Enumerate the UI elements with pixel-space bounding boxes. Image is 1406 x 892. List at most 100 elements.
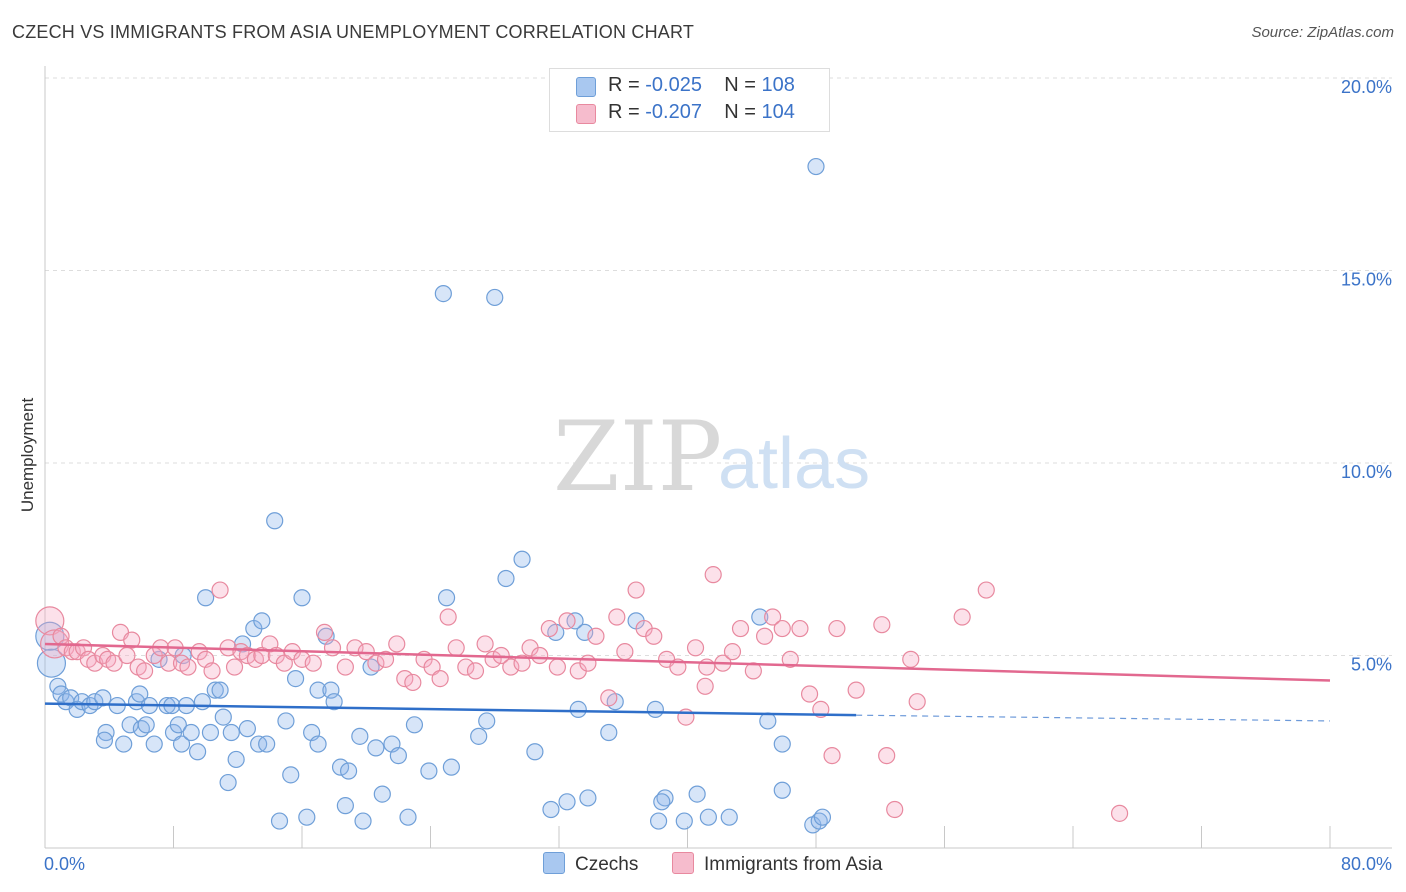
czech-point xyxy=(351,727,369,745)
czech-point xyxy=(807,157,825,176)
czech-point xyxy=(172,735,191,753)
czech-point xyxy=(542,800,560,819)
czech-point xyxy=(336,797,354,815)
czech-point xyxy=(354,812,372,830)
czech-point xyxy=(497,569,515,588)
asia-point xyxy=(886,800,904,819)
bottom-legend-swatch-asia xyxy=(672,852,694,874)
czech-point xyxy=(95,731,114,749)
asia-trend-line xyxy=(44,642,1331,682)
czech-point xyxy=(653,793,671,811)
czech-point xyxy=(282,766,300,784)
asia-point xyxy=(388,635,406,653)
czech-point xyxy=(214,708,232,726)
bottom-legend-swatch-czechs xyxy=(543,852,565,874)
czech-point xyxy=(331,758,350,776)
czech-point xyxy=(373,785,391,803)
czech-point xyxy=(270,812,289,830)
asia-point xyxy=(466,662,485,680)
asia-point xyxy=(823,746,841,765)
asia-point xyxy=(773,619,791,638)
czech-trend-line xyxy=(44,702,857,717)
bottom-legend-label: Immigrants from Asia xyxy=(704,854,883,875)
czech-point xyxy=(73,693,91,711)
asia-point xyxy=(476,635,494,653)
czech-point xyxy=(576,623,594,642)
asia-point xyxy=(304,654,322,672)
czech-point xyxy=(773,781,791,799)
y-tick-label: 15.0% xyxy=(1341,270,1392,290)
czech-point xyxy=(675,812,693,830)
y-tick-label: 20.0% xyxy=(1341,77,1392,97)
trend-lines xyxy=(44,642,1331,722)
czech-point xyxy=(773,735,791,753)
czech-point xyxy=(367,739,385,757)
asia-point xyxy=(447,639,465,657)
czech-point xyxy=(258,735,276,753)
czech-point xyxy=(646,700,664,719)
czech-point xyxy=(569,700,587,719)
asia-point xyxy=(531,646,549,665)
czech-point xyxy=(238,720,256,738)
czech-point xyxy=(720,808,738,826)
czech-point xyxy=(137,716,155,734)
watermark: ZIP atlas xyxy=(553,401,870,513)
czech-point xyxy=(478,712,496,730)
asia-point xyxy=(376,650,395,668)
y-tick-label: 10.0% xyxy=(1341,462,1392,482)
czech-point xyxy=(286,669,305,688)
asia-point xyxy=(755,627,774,645)
czech-point xyxy=(434,285,452,303)
asia-point xyxy=(431,669,449,688)
asia-point xyxy=(847,681,865,699)
legend-r-value: -0.207 xyxy=(645,101,702,123)
czech-point xyxy=(688,785,706,803)
asia-point xyxy=(540,619,558,638)
czech-point xyxy=(526,743,544,761)
asia-point xyxy=(513,654,531,672)
bottom-legend-czechs: Czechs xyxy=(543,852,638,876)
czech-point xyxy=(293,589,311,607)
czech-point xyxy=(222,723,240,742)
chart-title: CZECH VS IMMIGRANTS FROM ASIA UNEMPLOYME… xyxy=(12,22,695,42)
asia-point xyxy=(764,608,782,626)
czech-point xyxy=(193,693,212,711)
czech-point xyxy=(309,681,327,699)
asia-point xyxy=(105,654,123,672)
czech-point xyxy=(227,750,245,769)
asia-point xyxy=(123,631,141,649)
x-tick-label-min: 0.0% xyxy=(44,854,85,874)
czech-trend-extension xyxy=(856,714,1331,722)
czech-point xyxy=(266,512,284,530)
legend-r-label: R = xyxy=(608,74,646,96)
asia-point xyxy=(548,658,566,676)
czech-point xyxy=(699,808,717,826)
czech-point xyxy=(470,727,488,745)
asia-point xyxy=(203,662,221,680)
asia-point xyxy=(587,627,605,645)
asia-point xyxy=(731,619,750,638)
bottom-legend-asia: Immigrants from Asia xyxy=(672,852,882,876)
legend-n-label: N = xyxy=(724,101,762,123)
asia-point xyxy=(800,685,819,703)
asia-point xyxy=(502,658,520,676)
legend-r-value: -0.025 xyxy=(645,74,702,96)
y-tick-labels: 5.0% 10.0% 15.0% 20.0% xyxy=(1341,77,1392,675)
czech-point xyxy=(298,808,316,826)
czech-point xyxy=(600,723,618,742)
czech-point xyxy=(182,723,200,742)
czech-point xyxy=(197,589,215,607)
czech-point xyxy=(253,612,271,630)
y-tick-label: 5.0% xyxy=(1351,655,1392,675)
asia-point xyxy=(179,658,197,676)
asia-points xyxy=(35,566,1129,822)
legend-r-label: R = xyxy=(608,101,646,123)
asia-point xyxy=(873,616,891,634)
czech-point xyxy=(437,589,456,607)
asia-point xyxy=(439,608,457,626)
czech-point xyxy=(813,808,832,826)
asia-point xyxy=(315,623,334,642)
czech-point xyxy=(206,681,224,699)
asia-point xyxy=(404,673,422,692)
